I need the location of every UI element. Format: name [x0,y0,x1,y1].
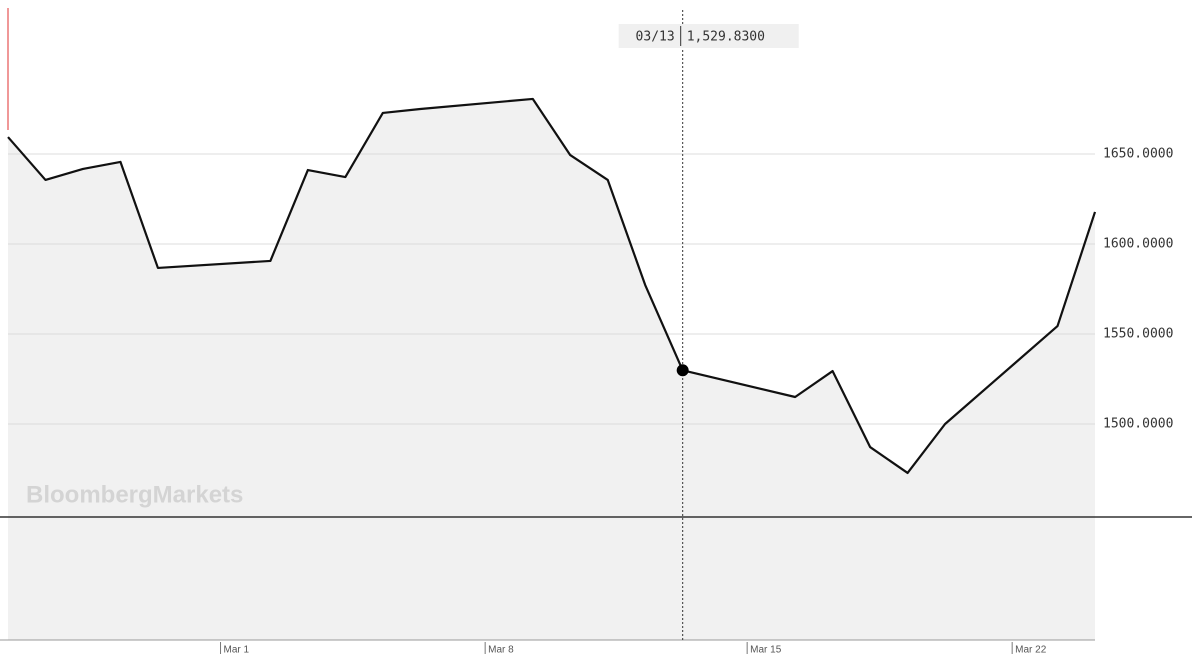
x-tick-label: Mar 8 [488,645,514,656]
tooltip-date: 03/13 [636,30,675,45]
price-line [7,97,1097,475]
x-tick-label: Mar 15 [750,645,782,656]
x-tick-label: Mar 1 [224,645,250,656]
y-tick-label: 1650.0000 [1103,147,1173,162]
x-tick-label: Mar 22 [1015,645,1047,656]
hover-point [676,364,689,377]
y-tick-label: 1550.0000 [1103,327,1173,342]
y-tick-label: 1500.0000 [1103,417,1173,432]
watermark: BloombergMarkets [26,481,243,508]
area [8,98,1095,641]
tooltip-box [618,24,799,48]
y-tick-label: 1600.0000 [1103,237,1173,252]
tooltip-value: 1,529.8300 [687,30,765,45]
